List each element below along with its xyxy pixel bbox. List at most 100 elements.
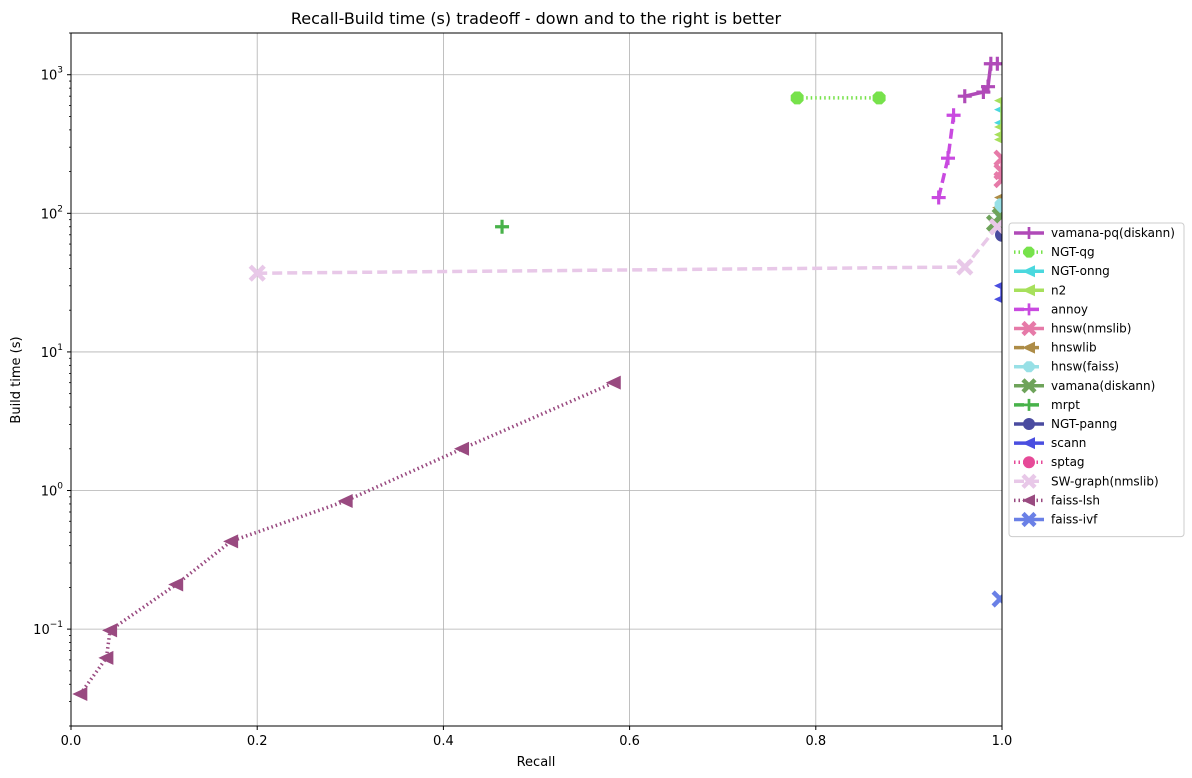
legend-item: annoy	[1014, 302, 1088, 316]
data-point	[1023, 246, 1035, 258]
data-point	[990, 56, 1002, 71]
data-point	[946, 108, 961, 123]
y-tick-label: 10−1	[33, 620, 63, 638]
legend-label: vamana(diskann)	[1051, 379, 1155, 393]
series-faiss-ivf	[991, 590, 1002, 608]
series-line	[936, 115, 956, 198]
data-point	[956, 258, 974, 276]
data-point	[994, 105, 1002, 114]
chart-title: Recall-Build time (s) tradeoff - down an…	[291, 9, 782, 28]
series-ngt-qg	[790, 91, 886, 105]
y-axis: 10−1 100 101 102 103	[33, 32, 71, 727]
legend-label: hnsw(nmslib)	[1051, 322, 1131, 336]
data-point	[1021, 320, 1037, 337]
data-point	[102, 623, 118, 638]
data-point	[994, 96, 1002, 105]
data-point	[993, 171, 1002, 189]
legend-item: NGT-onng	[1014, 264, 1110, 278]
data-point	[454, 441, 470, 456]
data-point	[98, 650, 114, 665]
data-point	[1022, 341, 1035, 354]
plot-area	[72, 56, 1002, 702]
y-tick-label: 100	[41, 482, 64, 500]
series-line	[257, 225, 999, 275]
legend-label: hnsw(faiss)	[1051, 360, 1119, 374]
x-tick-label: 0.0	[61, 734, 82, 749]
data-point	[941, 151, 956, 166]
data-point	[991, 590, 1002, 608]
legend-label: SW-graph(nmslib)	[1051, 474, 1159, 488]
legend-label: mrpt	[1051, 398, 1080, 412]
data-point	[872, 91, 886, 105]
data-point	[994, 130, 1002, 139]
data-point	[168, 577, 184, 592]
legend-item: hnsw(faiss)	[1014, 360, 1119, 374]
data-point	[1021, 511, 1037, 528]
legend-item: mrpt	[1014, 398, 1080, 412]
legend-item: NGT-qg	[1014, 245, 1095, 259]
legend-item: sptag	[1014, 455, 1085, 469]
series-layer	[72, 56, 1002, 702]
y-tick-label: 101	[41, 343, 63, 361]
data-point	[1023, 418, 1035, 430]
legend-item: faiss-lsh	[1014, 493, 1100, 507]
series-hnsw-nmslib-	[993, 149, 1002, 189]
y-axis-label: Build time (s)	[9, 336, 24, 423]
data-point	[931, 190, 946, 205]
legend-item: SW-graph(nmslib)	[1014, 473, 1159, 489]
data-point	[994, 282, 1002, 290]
legend-item: n2	[1014, 283, 1066, 297]
data-point	[248, 264, 266, 282]
legend-label: NGT-onng	[1051, 264, 1110, 278]
series-n2	[994, 96, 1002, 144]
x-tick-label: 0.6	[619, 734, 640, 749]
data-point	[1023, 303, 1035, 316]
legend: vamana-pq(diskann) NGT-qg NGT-onng n2 annoy h…	[1008, 222, 1185, 538]
data-point	[1022, 265, 1035, 278]
series-faiss-lsh	[72, 375, 621, 702]
x-tick-label: 0.4	[433, 734, 454, 749]
data-point	[605, 375, 621, 390]
data-point	[994, 135, 1002, 144]
x-axis: 0.0 0.2 0.4 0.6 0.8 1.0	[61, 726, 1013, 749]
y-tick-label: 103	[41, 66, 63, 84]
legend-label: n2	[1051, 283, 1066, 297]
legend-item: vamana(diskann)	[1014, 378, 1155, 394]
data-point	[993, 149, 1002, 167]
legend-label: faiss-ivf	[1051, 513, 1098, 527]
data-point	[1023, 456, 1035, 469]
legend-label: NGT-panng	[1051, 417, 1117, 431]
data-point	[1021, 473, 1037, 489]
legend-item: hnsw(nmslib)	[1014, 320, 1131, 337]
data-point	[1022, 437, 1035, 450]
series-vamana-pq-diskann-	[957, 56, 1002, 104]
legend-box	[1008, 222, 1185, 538]
series-scann	[994, 282, 1002, 303]
data-point	[790, 91, 804, 105]
grid	[70, 33, 1003, 726]
data-point	[1023, 227, 1035, 239]
legend-item: faiss-ivf	[1014, 511, 1098, 528]
legend-label: vamana-pq(diskann)	[1051, 226, 1175, 240]
data-point	[994, 295, 1002, 303]
data-point	[72, 687, 88, 702]
x-axis-label: Recall	[517, 755, 556, 770]
data-point	[981, 79, 996, 94]
legend-label: faiss-lsh	[1051, 493, 1100, 507]
data-point	[1023, 398, 1035, 411]
series-mrpt	[495, 219, 510, 234]
y-tick-label: 102	[41, 204, 63, 222]
data-point	[1022, 494, 1035, 507]
legend-label: sptag	[1051, 455, 1085, 469]
x-tick-label: 0.2	[247, 734, 268, 749]
legend-label: NGT-qg	[1051, 245, 1095, 259]
x-tick-label: 1.0	[992, 734, 1013, 749]
legend-item: vamana-pq(diskann)	[1014, 226, 1175, 240]
series-sw-graph-nmslib-	[248, 218, 1002, 282]
data-point	[991, 207, 1002, 226]
legend-label: annoy	[1051, 302, 1088, 316]
data-point	[337, 494, 353, 509]
legend-label: scann	[1051, 436, 1086, 450]
